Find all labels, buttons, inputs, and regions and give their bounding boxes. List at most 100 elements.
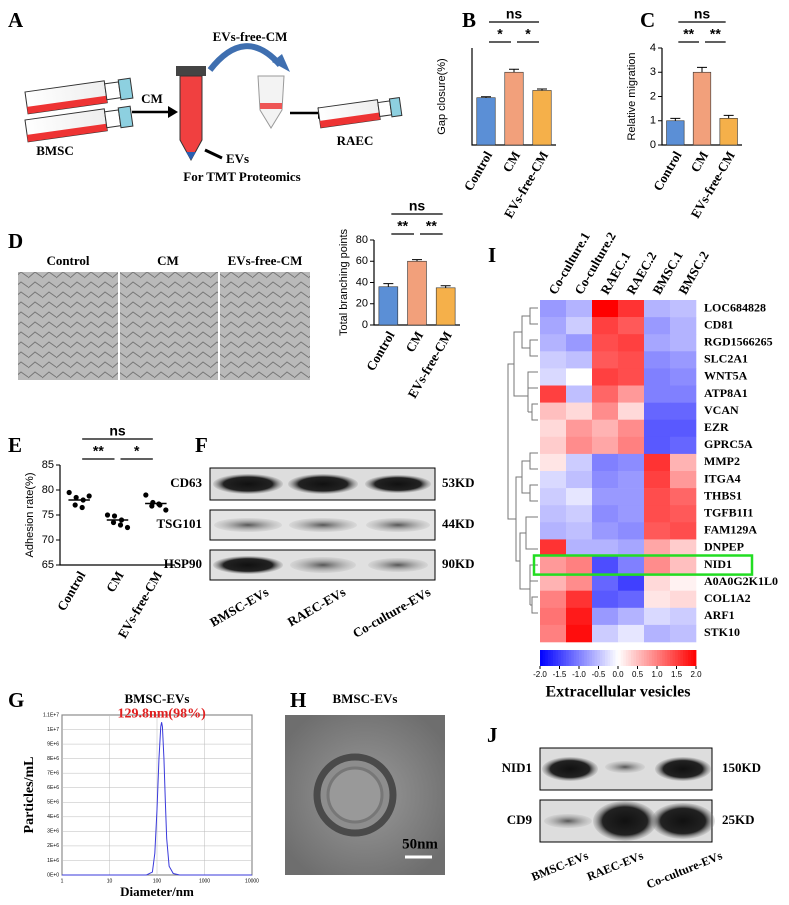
small-tube — [257, 75, 285, 129]
heatmap-cell — [540, 436, 567, 455]
heatmap-cell — [540, 453, 567, 472]
bar — [692, 71, 712, 146]
y-tick-label: 0 — [650, 139, 656, 151]
heatmap-cell — [670, 607, 697, 626]
y-tick-label: 1.1E+7 — [43, 712, 59, 718]
heatmap-cell — [670, 385, 697, 403]
colorbar-step — [545, 650, 549, 666]
heatmap-cell — [592, 453, 619, 472]
heatmap-cell — [644, 402, 671, 420]
heatmap-cell — [540, 505, 567, 523]
bar — [378, 286, 399, 326]
heatmap-cell — [644, 436, 671, 455]
heatmap-cell — [618, 573, 645, 591]
y-tick-label: 5E+6 — [47, 800, 59, 806]
x-tick-label: CM — [687, 148, 711, 174]
y-axis-label: Adhesion rate(%) — [24, 473, 36, 558]
size-label: 25KD — [722, 812, 755, 827]
colorbar-step — [573, 650, 577, 666]
chart-title: BMSC-EVs — [124, 691, 189, 706]
y-tick-label: 1E+6 — [47, 858, 59, 864]
row-label: DNPEP — [704, 540, 744, 554]
heatmap-cell — [566, 556, 593, 574]
heatmap-cell — [592, 505, 619, 523]
colorbar-step — [579, 650, 582, 666]
row-label: ARF1 — [704, 608, 735, 622]
heatmap-cell — [566, 590, 593, 609]
significance-label: ns — [506, 6, 523, 22]
panel-h: 50nm BMSC-EVs — [285, 691, 445, 875]
panel-label: D — [8, 229, 23, 253]
image-label: Control — [46, 253, 89, 268]
y-axis-label: Gap closure(%) — [436, 58, 448, 134]
heatmap-cell — [566, 624, 593, 643]
panel-j-blots: NID1 CD9 150KD 25KD BMSC-EVs RAEC-EVs Co… — [502, 747, 761, 891]
heatmap-cell — [670, 419, 697, 438]
pellet — [186, 152, 196, 160]
dendrogram — [507, 307, 538, 614]
heatmap-cell — [670, 505, 697, 523]
y-tick-label: 20 — [356, 298, 368, 310]
colorbar-step — [542, 650, 546, 666]
heatmap-cell — [592, 624, 619, 643]
colorbar-step — [566, 650, 569, 666]
y-tick-label: 60 — [356, 255, 368, 267]
y-tick-label: 0E+0 — [47, 872, 59, 878]
point — [149, 503, 155, 509]
blot-band — [289, 518, 357, 532]
heatmap-cell — [644, 539, 671, 557]
blot-band — [544, 814, 592, 828]
highlight-box — [532, 554, 754, 576]
heatmap-cell — [566, 317, 593, 335]
heatmap-cell — [670, 624, 697, 643]
point — [156, 501, 162, 507]
heatmap-cell — [566, 573, 593, 591]
y-tick-label: 0 — [362, 319, 368, 331]
colorbar-step — [657, 650, 660, 666]
heatmap-cell — [618, 539, 645, 557]
lane-label: BMSC-EVs — [207, 584, 271, 629]
pointer — [204, 148, 223, 160]
colorbar-title: Extracellular vesicles — [546, 684, 691, 701]
colorbar-tick-label: -2.0 — [533, 670, 547, 679]
heatmap-cell — [618, 522, 645, 540]
blot-band — [214, 518, 282, 532]
colorbar-step — [610, 650, 614, 666]
heatmap-cell — [644, 334, 671, 352]
significance-label: ns — [694, 6, 711, 22]
panel-f-blots: CD63 TSG101 HSP90 53KD 44KD 90KD BMSC-EV… — [156, 467, 475, 641]
heatmap-cell — [644, 607, 671, 626]
colorbar-step — [550, 650, 554, 666]
error-bar — [383, 283, 394, 287]
heatmap-cell — [592, 334, 619, 352]
bar — [532, 90, 552, 146]
bar — [504, 71, 524, 146]
colorbar-step — [646, 650, 650, 666]
y-tick-label: 1 — [650, 115, 656, 127]
heatmap-cell — [566, 607, 593, 626]
significance-label: * — [134, 443, 140, 459]
x-tick-label: CM — [402, 328, 426, 354]
panel-label: F — [195, 433, 208, 457]
microscopy-image — [18, 272, 118, 380]
x-tick-label: 10000 — [245, 878, 259, 884]
colorbar-step — [638, 650, 642, 666]
heatmap-cell — [566, 351, 593, 369]
heatmap-cell — [540, 351, 567, 369]
row-label: ATP8A1 — [704, 386, 748, 400]
row-label: NID1 — [704, 557, 732, 571]
y-tick-label: 80 — [42, 484, 54, 496]
y-tick-label: 7E+6 — [47, 771, 59, 777]
heatmap-cell — [670, 317, 697, 335]
panel-d-images: Control CM EVs-free-CM — [18, 253, 310, 380]
heatmap-cell — [540, 624, 567, 643]
heatmap-cell — [540, 590, 567, 609]
heatmap-cell — [670, 436, 697, 455]
y-tick-label: 1E+7 — [47, 727, 59, 733]
row-label: STK10 — [704, 625, 740, 639]
heatmap-cell — [540, 368, 567, 386]
arrow-head — [168, 106, 178, 118]
heatmap-cell — [618, 334, 645, 352]
y-axis-label: Total branching points — [338, 228, 350, 336]
colorbar-step — [625, 650, 629, 666]
